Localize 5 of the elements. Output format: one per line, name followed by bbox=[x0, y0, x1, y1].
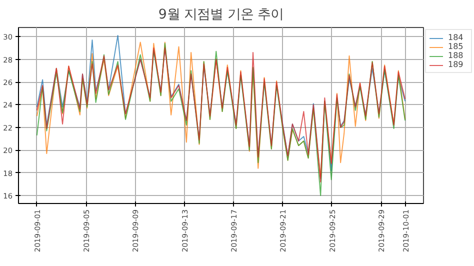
legend-label: 185 bbox=[448, 42, 464, 51]
legend-label: 188 bbox=[448, 51, 464, 60]
chart-title: 9월 지점별 기온 추이 bbox=[158, 8, 284, 22]
legend-label: 189 bbox=[448, 60, 464, 69]
legend-label: 184 bbox=[448, 33, 464, 42]
